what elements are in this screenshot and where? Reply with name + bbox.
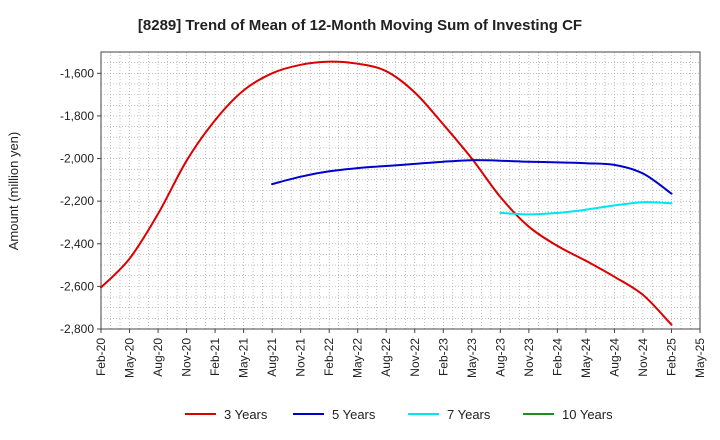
x-tick-label: May-24 bbox=[579, 338, 593, 378]
x-axis: Feb-20 May-20 Aug-20 Nov-20 Feb-21 May-21 Aug-… bbox=[94, 329, 707, 378]
legend-label: 10 Years bbox=[562, 407, 613, 422]
y-tick-label: -1,600 bbox=[60, 66, 94, 80]
x-tick-label: May-20 bbox=[123, 338, 137, 378]
x-tick-label: Nov-24 bbox=[636, 338, 650, 377]
y-tick-label: -1,800 bbox=[60, 109, 94, 123]
legend-label: 7 Years bbox=[447, 407, 491, 422]
legend-item-3: 7 Years bbox=[408, 407, 491, 422]
x-tick-label: Nov-21 bbox=[294, 338, 308, 377]
x-tick-label: Aug-22 bbox=[379, 338, 393, 377]
legend-label: 5 Years bbox=[332, 407, 376, 422]
legend-label: 3 Years bbox=[224, 407, 268, 422]
x-tick-label: Feb-24 bbox=[550, 338, 564, 376]
y-tick-label: -2,200 bbox=[60, 194, 94, 208]
y-tick-label: -2,400 bbox=[60, 237, 94, 251]
y-tick-label: -2,600 bbox=[60, 279, 94, 293]
x-tick-label: Feb-20 bbox=[94, 338, 108, 376]
x-tick-label: Nov-23 bbox=[522, 338, 536, 377]
x-tick-label: May-25 bbox=[693, 338, 707, 378]
y-tick-label: -2,800 bbox=[60, 322, 94, 336]
x-tick-label: Feb-25 bbox=[664, 338, 678, 376]
series-layer bbox=[100, 60, 673, 326]
legend-item-4: 10 Years bbox=[523, 407, 613, 422]
x-tick-label: Aug-24 bbox=[607, 338, 621, 377]
chart-title: [8289] Trend of Mean of 12-Month Moving … bbox=[138, 17, 582, 34]
legend-item-1: 3 Years bbox=[185, 407, 268, 422]
series-line-1 bbox=[100, 60, 673, 326]
series-line-3 bbox=[499, 201, 673, 216]
legend-item-2: 5 Years bbox=[293, 407, 376, 422]
x-tick-label: Feb-23 bbox=[436, 338, 450, 376]
y-axis: -1,600 -1,800 -2,000 -2,200 -2,400 -2,600 -2,8… bbox=[60, 66, 101, 336]
x-tick-label: May-23 bbox=[465, 338, 479, 378]
x-tick-label: May-21 bbox=[237, 338, 251, 378]
x-tick-label: Aug-20 bbox=[151, 338, 165, 377]
x-tick-label: Feb-22 bbox=[322, 338, 336, 376]
legend: 3 Years 5 Years 7 Years 10 Years bbox=[185, 407, 613, 422]
plot-frame bbox=[100, 51, 701, 330]
x-tick-label: Nov-20 bbox=[180, 338, 194, 377]
x-tick-label: Aug-23 bbox=[493, 338, 507, 377]
y-tick-label: -2,000 bbox=[60, 152, 94, 166]
x-tick-label: Feb-21 bbox=[208, 338, 222, 376]
x-tick-label: May-22 bbox=[351, 338, 365, 378]
y-axis-label: Amount (million yen) bbox=[6, 132, 21, 251]
x-tick-label: Nov-22 bbox=[408, 338, 422, 377]
plot-area bbox=[100, 51, 701, 330]
series-line-2 bbox=[271, 159, 673, 195]
plot-background bbox=[101, 52, 700, 329]
x-tick-label: Aug-21 bbox=[265, 338, 279, 377]
